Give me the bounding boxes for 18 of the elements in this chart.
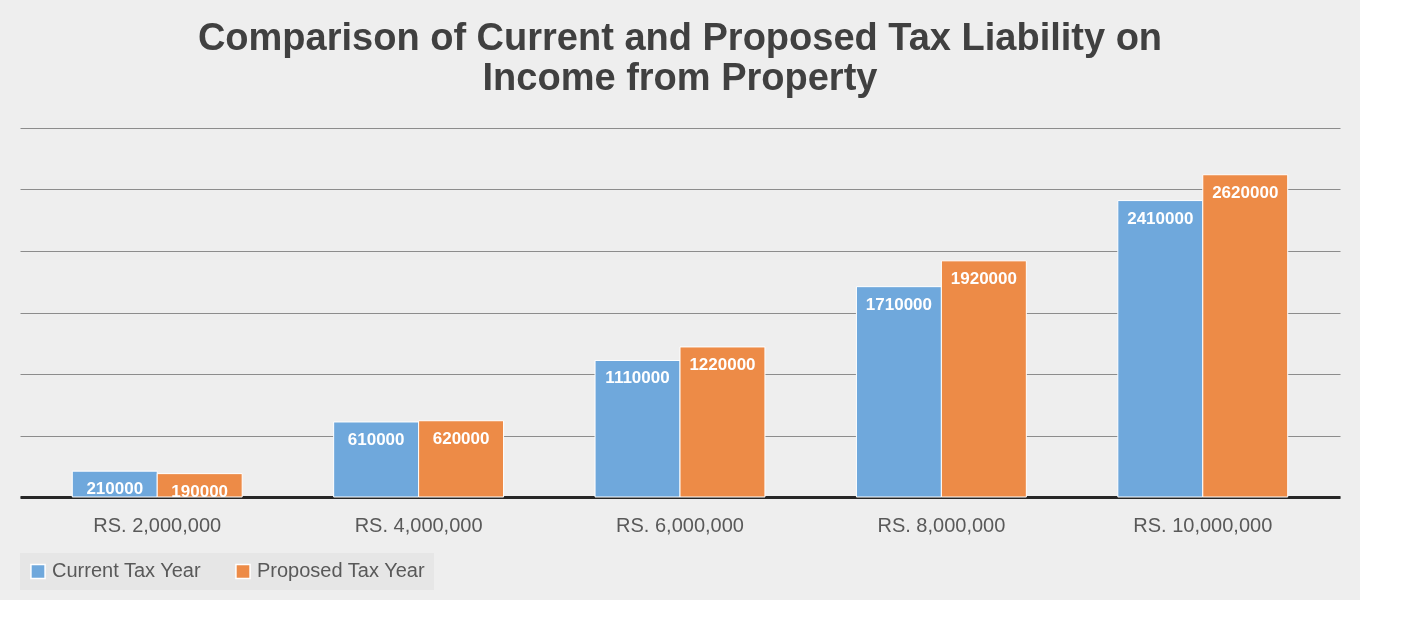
data-label: 1110000 [605,368,670,388]
data-label: 1920000 [950,268,1017,288]
x-tick-label: RS. 4,000,000 [354,513,483,536]
chart-title: Comparison of Current and Proposed Tax Liability on Income from Property [197,16,1163,98]
legend-label: Proposed Tax Year [257,559,425,582]
data-label: 1220000 [689,354,756,374]
legend-label: Current Tax Year [52,559,201,582]
data-label: 610000 [347,429,405,449]
data-label: 620000 [432,428,490,448]
data-label: 190000 [171,481,229,501]
x-tick-label: RS. 2,000,000 [93,513,222,536]
data-label: 1710000 [865,294,932,314]
x-tick-label: RS. 10,000,000 [1133,513,1273,536]
x-tick-label: RS. 8,000,000 [877,513,1006,536]
x-tick-label: RS. 6,000,000 [616,513,744,536]
data-label: 2410000 [1127,208,1194,228]
data-label: 210000 [86,479,144,499]
data-label: 2620000 [1212,182,1279,202]
